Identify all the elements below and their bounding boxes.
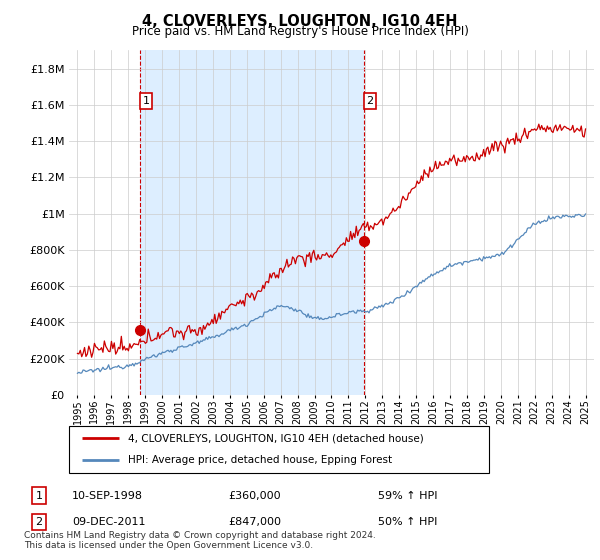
Text: £360,000: £360,000 [228,491,281,501]
Text: HPI: Average price, detached house, Epping Forest: HPI: Average price, detached house, Eppi… [128,455,392,465]
Bar [140,50,364,395]
Text: Price paid vs. HM Land Registry's House Price Index (HPI): Price paid vs. HM Land Registry's House … [131,25,469,38]
FancyBboxPatch shape [69,426,489,473]
Text: £847,000: £847,000 [228,517,281,527]
Text: 4, CLOVERLEYS, LOUGHTON, IG10 4EH: 4, CLOVERLEYS, LOUGHTON, IG10 4EH [142,14,458,29]
Text: 09-DEC-2011: 09-DEC-2011 [72,517,146,527]
Text: 59% ↑ HPI: 59% ↑ HPI [378,491,437,501]
Text: 1: 1 [35,491,43,501]
Text: 2: 2 [367,96,374,106]
Text: Contains HM Land Registry data © Crown copyright and database right 2024.
This d: Contains HM Land Registry data © Crown c… [24,530,376,550]
Text: 1: 1 [143,96,149,106]
Text: 50% ↑ HPI: 50% ↑ HPI [378,517,437,527]
Text: 10-SEP-1998: 10-SEP-1998 [72,491,143,501]
Text: 4, CLOVERLEYS, LOUGHTON, IG10 4EH (detached house): 4, CLOVERLEYS, LOUGHTON, IG10 4EH (detac… [128,433,424,444]
Text: 2: 2 [35,517,43,527]
